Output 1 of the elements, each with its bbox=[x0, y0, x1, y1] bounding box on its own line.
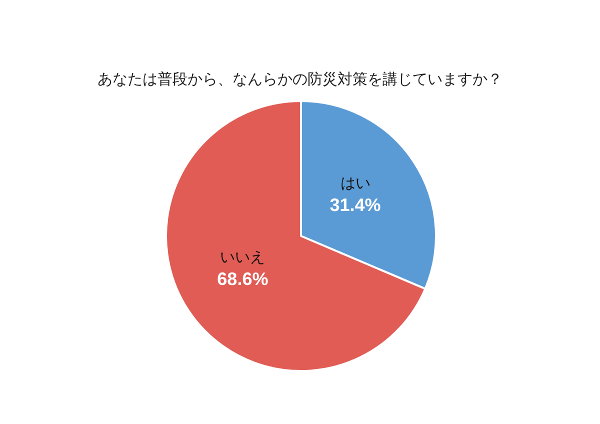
title: あなたは普段から、なんらかの防災対策を講じていますか？ bbox=[98, 71, 502, 88]
